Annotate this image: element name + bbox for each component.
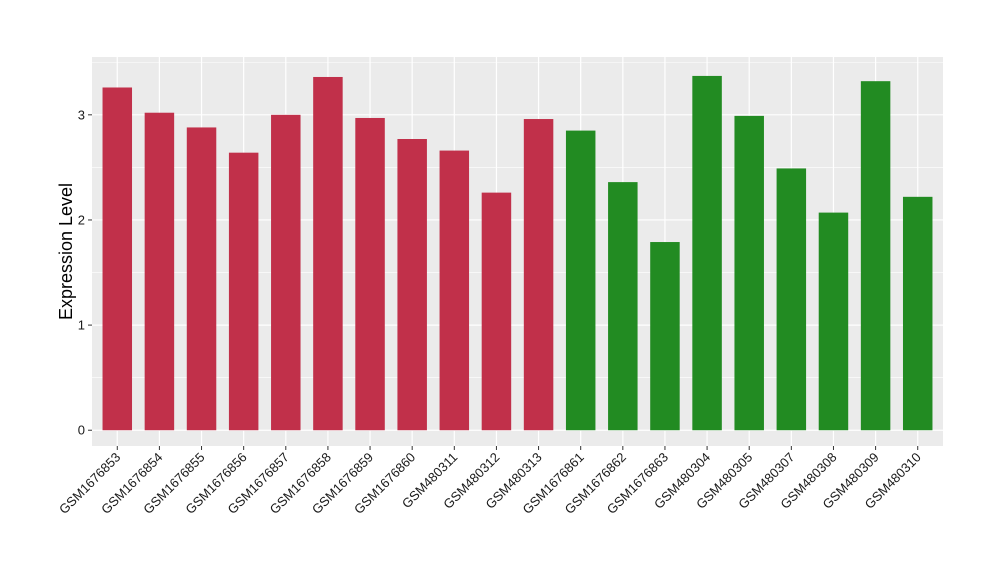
bar — [818, 212, 849, 431]
bar — [397, 139, 427, 431]
bar — [102, 87, 133, 431]
bars-group — [102, 75, 933, 431]
bar — [608, 182, 638, 431]
y-tick-label: 3 — [78, 107, 85, 122]
y-tick-label: 1 — [78, 318, 85, 333]
bar — [860, 81, 891, 431]
bar — [186, 127, 217, 431]
y-axis: 0 1 2 3 — [78, 107, 92, 438]
x-axis: GSM1676853GSM1676854GSM1676855GSM1676856… — [56, 446, 924, 517]
bar — [650, 242, 680, 431]
bar — [271, 114, 301, 431]
y-tick-label: 2 — [78, 212, 85, 227]
bar — [439, 150, 470, 431]
bar — [776, 168, 807, 431]
bar — [523, 119, 554, 431]
bar — [228, 152, 259, 431]
bar — [902, 196, 933, 431]
bar — [734, 115, 764, 431]
bar — [144, 112, 175, 431]
bar — [565, 130, 596, 431]
y-axis-label: Expression Level — [56, 183, 76, 320]
bar — [481, 192, 512, 431]
y-tick-label: 0 — [78, 423, 85, 438]
bar — [355, 117, 385, 431]
bar — [692, 75, 722, 431]
bar — [313, 76, 343, 431]
